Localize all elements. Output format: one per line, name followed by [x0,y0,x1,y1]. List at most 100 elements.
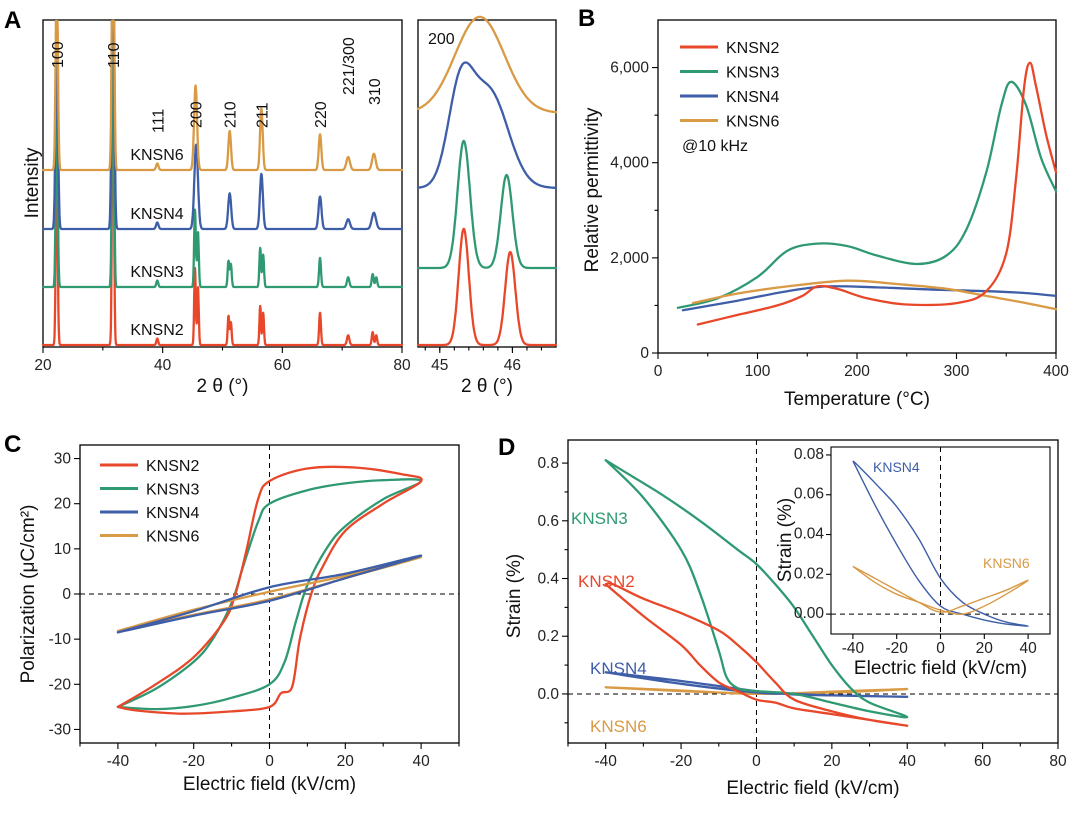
panel-a2-series-knsn3 [416,139,558,270]
panel-letter-d: D [498,434,515,461]
panel-d-ytick-label: 0.8 [537,455,559,472]
panel-d-xtick-label: 20 [823,753,841,770]
panel-letter-a: A [4,7,21,34]
panel-d-series-knsn2 [604,582,909,727]
panel-d-inset-xtick-label: -20 [885,640,908,657]
panel-b-ytick-label: 6,000 [610,60,649,77]
panel-d-xtick-label: -40 [594,753,617,770]
panel-d-inset-xtick-label: 40 [1019,640,1037,657]
panel-c-xtick-label: -40 [107,753,130,770]
panel-d-series-knsn6 [604,686,909,696]
panel-b-legend-label: KNSN4 [726,89,779,106]
panel-a-peak-label: 211 [254,102,271,128]
panel-b-ytick-label: 4,000 [610,155,649,172]
panel-d-inset-ytick-label: 0.02 [794,565,824,582]
panel-c-ytick-label: 0 [62,586,71,603]
panel-a-zoom-200: 45 46 2 θ (°) 200 [416,15,558,397]
panel-b-series-knsn4 [681,285,1058,312]
panel-d-inset-series-label: KNSN4 [873,459,920,475]
panel-d-strain: -40 -20 0 20 40 60 80 0.0 0.2 0.4 0.6 0.8 Electric f… [504,439,1067,799]
panel-b-series-knsn2 [696,61,1058,326]
panel-a-series-label: KNSN3 [130,264,183,281]
panel-a-series-knsn3 [41,19,404,289]
panel-c-legend-label: KNSN3 [146,482,199,499]
panel-d-series-label: KNSN4 [590,659,647,678]
panel-d-inset-series-knsn4 [852,460,1029,627]
panel-c-xtick-label: 0 [265,753,274,770]
panel-a-xtick-label: 80 [393,357,411,374]
panel-d-inset-xtick-label: -40 [842,640,865,657]
panel-a-ylabel: Intensity [22,147,43,218]
panel-a-series-label: KNSN6 [130,147,183,164]
panel-c-legend-label: KNSN6 [146,529,199,546]
panel-d-xlabel: Electric field (kV/cm) [726,778,899,799]
panel-a-series-knsn2 [41,19,404,347]
panel-b-xlabel: Temperature (°C) [784,389,930,410]
panel-d-ytick-label: 0.4 [537,571,559,588]
panel-d-inset-ylabel: Strain (%) [775,498,796,582]
panel-b-xtick-label: 0 [654,363,663,380]
panel-a2-series-knsn2 [416,227,558,347]
panel-a-peak-label: 111 [150,109,167,133]
panel-a-series-knsn6 [41,19,404,172]
panel-d-inset-series-label: KNSN6 [983,555,1030,571]
panel-d-inset-ytick-label: 0.06 [794,486,824,503]
panel-c-polarization: -40 -20 0 20 40 -30 -20 -10 0 10 20 30 Electric fiel… [18,444,460,795]
panel-a2-xtick-label: 45 [431,357,448,374]
panel-a-xlabel: 2 θ (°) [197,376,249,397]
panel-c-xtick-label: -20 [182,753,205,770]
panel-d-series-label: KNSN6 [590,717,647,736]
panel-a2-title: 200 [428,31,455,48]
panel-c-legend-label: KNSN4 [146,505,199,522]
panel-b-ytick-label: 0 [640,345,649,362]
panel-d-inset: -40 -20 0 20 40 0.00 0.02 0.04 0.06 0.08 Electric … [775,446,1051,679]
panel-d-series-label: KNSN3 [571,509,628,528]
panel-a-peak-label: 220 [313,101,330,128]
panel-d-inset-ytick-label: 0.04 [794,526,825,543]
panel-d-xtick-label: 60 [974,753,992,770]
panel-d-series-label: KNSN2 [578,572,635,591]
panel-b-legend-label: KNSN3 [726,65,779,82]
panel-a-series-knsn4 [41,19,404,231]
panel-a-xtick-label: 40 [154,357,172,374]
panel-c-xtick-label: 20 [337,753,355,770]
panel-a2-series-knsn6 [416,15,558,114]
panel-d-inset-xlabel: Electric field (kV/cm) [854,658,1027,679]
panel-b-ytick-label: 2,000 [610,250,649,267]
panel-c-xtick-label: 40 [412,753,430,770]
panel-d-inset-xtick-label: 0 [936,640,945,657]
panel-c-ylabel: Polarization (μC/cm²) [18,505,39,684]
panel-a-series-label: KNSN2 [130,322,183,339]
panel-a2-series-knsn4 [416,61,558,189]
panel-c-ytick-label: -30 [49,721,72,738]
panel-b-xtick-label: 300 [944,363,970,380]
panel-d-ytick-label: 0.6 [537,513,559,530]
panel-b-xtick-label: 200 [844,363,870,380]
panel-a-peak-label: 110 [106,42,123,68]
panel-d-inset-ytick-label: 0.00 [794,605,825,622]
panel-letter-b: B [578,5,595,32]
panel-b-xtick-label: 100 [745,363,771,380]
panel-a-peak-label: 100 [50,41,67,68]
panel-d-xtick-label: 0 [752,753,761,770]
panel-b-series-knsn6 [691,279,1058,311]
panel-letter-c: C [4,431,21,458]
panel-b-permittivity: 0 100 200 300 400 0 2,000 4,000 6,000 Temperature… [582,19,1069,410]
panel-d-xtick-label: 80 [1049,753,1067,770]
panel-c-ytick-label: -10 [49,631,72,648]
panel-b-series-knsn3 [676,80,1058,309]
panel-b-legend-label: KNSN6 [726,114,779,131]
panel-a-peak-label: 221/300 [341,37,358,95]
panel-d-inset-ytick-label: 0.08 [794,446,824,463]
panel-a-peak-label: 210 [223,101,240,128]
panel-a2-xtick-label: 46 [504,357,521,374]
panel-c-ytick-label: 20 [54,496,72,513]
panel-b-legend-label: KNSN2 [726,40,779,57]
panel-c-ytick-label: -20 [49,676,72,693]
panel-b-xtick-label: 400 [1043,363,1069,380]
panel-a-peak-label: 200 [189,101,206,128]
panel-c-xlabel: Electric field (kV/cm) [183,774,356,795]
panel-d-ytick-label: 0.0 [537,686,559,703]
panel-b-ylabel: Relative permittivity [582,107,603,272]
